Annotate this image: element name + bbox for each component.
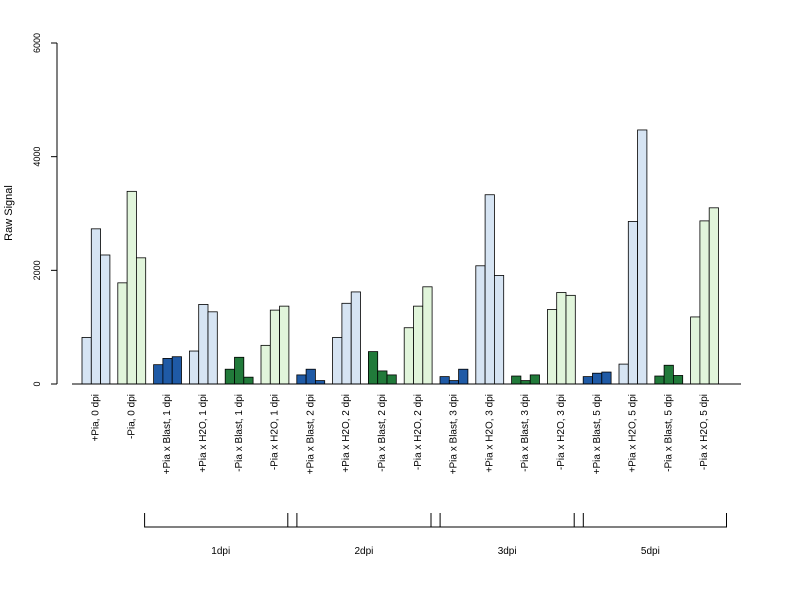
- bar: [341, 302, 352, 385]
- bar: [637, 129, 648, 385]
- bar: [422, 286, 433, 385]
- x-tick-label: -Pia x H2O, 1 dpi: [270, 394, 281, 470]
- bar: [188, 350, 200, 385]
- group-bracket: [287, 513, 441, 528]
- bar: [305, 368, 316, 385]
- bar: [243, 376, 254, 385]
- bar: [367, 351, 379, 385]
- bar: [439, 376, 450, 385]
- x-tick-label: -Pia x H2O, 5 dpi: [699, 394, 710, 470]
- bar: [475, 265, 486, 385]
- bar: [592, 372, 603, 385]
- bar: [198, 304, 209, 385]
- bar: [90, 228, 102, 385]
- bar: [224, 368, 235, 385]
- bar: [529, 374, 540, 385]
- bar: [520, 380, 531, 385]
- bar: [627, 221, 638, 385]
- y-axis-label: Raw Signal: [3, 185, 15, 241]
- x-tick-label: +Pia x H2O, 3 dpi: [484, 394, 495, 473]
- group-bracket-label: 5dpi: [641, 546, 660, 557]
- bar: [673, 375, 684, 385]
- group-bracket: [144, 513, 298, 528]
- bar: [493, 275, 505, 385]
- bar: [618, 363, 629, 385]
- x-tick-label: -Pia x H2O, 3 dpi: [556, 394, 567, 470]
- bar: [117, 282, 128, 385]
- y-axis: 0 2000 4000 6000: [32, 33, 58, 387]
- bar: [260, 344, 271, 385]
- x-tick-label: -Pia x Blast, 5 dpi: [663, 394, 674, 472]
- x-tick-label: +Pia x Blast, 2 dpi: [305, 394, 316, 474]
- bar: [403, 327, 414, 385]
- bar-series: [81, 129, 719, 385]
- group-bracket-label: 3dpi: [498, 546, 517, 557]
- group-bracket-label: 2dpi: [354, 546, 373, 557]
- x-tick-labels: +Pia, 0 dpi -Pia, 0 dpi +Pia x Blast, 1 dp…: [91, 394, 711, 474]
- y-tick-label: 6000: [32, 33, 42, 53]
- x-tick-label: -Pia x Blast, 3 dpi: [520, 394, 531, 472]
- bar: [171, 356, 182, 385]
- bar: [663, 364, 674, 385]
- bar: [708, 207, 719, 385]
- x-tick-label: +Pia x Blast, 3 dpi: [449, 394, 460, 474]
- bar: [699, 220, 710, 385]
- bar: [448, 380, 459, 385]
- bar: [654, 375, 665, 385]
- bar: [601, 371, 612, 385]
- x-tick-label: +Pia x Blast, 5 dpi: [592, 394, 603, 474]
- x-tick-label: +Pia x H2O, 1 dpi: [198, 394, 209, 473]
- y-tick-label: 4000: [32, 147, 42, 167]
- bar: [162, 358, 173, 385]
- bar: [386, 374, 397, 385]
- bar: [458, 368, 469, 385]
- bar: [565, 294, 576, 385]
- bar: [377, 370, 388, 385]
- bar: [81, 336, 92, 385]
- group-bracket-label: 1dpi: [211, 546, 230, 557]
- bar: [100, 254, 111, 385]
- x-tick-label: +Pia x H2O, 5 dpi: [628, 394, 639, 473]
- bar: [332, 336, 343, 385]
- bar: [207, 311, 218, 385]
- group-bracket: [573, 513, 727, 528]
- x-tick-label: -Pia x Blast, 2 dpi: [377, 394, 388, 472]
- bar: [582, 376, 593, 385]
- bar: [126, 190, 137, 385]
- x-tick-label: +Pia x Blast, 1 dpi: [162, 394, 173, 474]
- bar: [314, 380, 326, 385]
- group-bracket: [430, 513, 584, 528]
- y-tick-label: 0: [32, 381, 42, 386]
- x-tick-label: +Pia x H2O, 2 dpi: [341, 394, 352, 473]
- bar: [547, 309, 558, 385]
- x-tick-label: +Pia, 0 dpi: [91, 394, 102, 442]
- bar: [279, 305, 290, 385]
- bar: [413, 305, 424, 385]
- bar: [153, 364, 164, 385]
- bar: [135, 257, 147, 385]
- group-brackets: 1dpi 2dpi 3dpi 5dpi: [144, 513, 727, 557]
- bar: [234, 356, 245, 385]
- bar: [556, 292, 567, 385]
- x-tick-label: -Pia, 0 dpi: [126, 394, 137, 439]
- y-tick-label: 2000: [32, 260, 42, 280]
- x-tick-label: -Pia x H2O, 2 dpi: [413, 394, 424, 470]
- bar: [484, 194, 495, 385]
- x-tick-label: -Pia x Blast, 1 dpi: [234, 394, 245, 472]
- bar: [269, 309, 280, 385]
- bar: [296, 374, 307, 385]
- bar: [690, 316, 701, 385]
- bar: [350, 291, 361, 385]
- bar: [511, 375, 522, 385]
